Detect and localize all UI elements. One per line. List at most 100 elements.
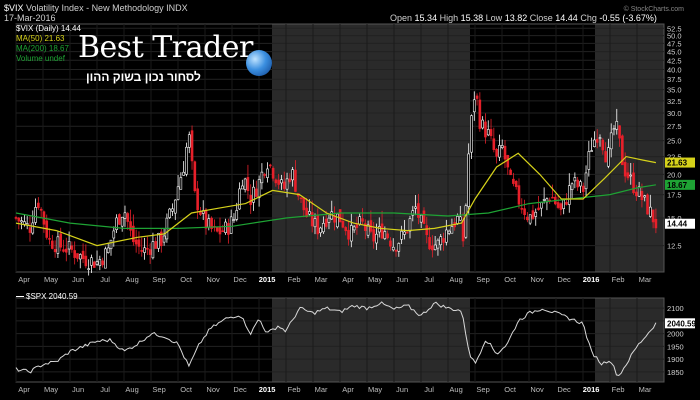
ma200-line <box>15 184 656 229</box>
candle-body <box>308 211 311 215</box>
spx-legend-text: $SPX 2040.59 <box>26 292 78 301</box>
candle-body <box>78 254 82 260</box>
vix-y-tick: 52.5 <box>667 24 682 33</box>
candle-body <box>249 195 253 205</box>
spx-x-tick: Nov <box>206 385 220 394</box>
candle-body <box>268 164 272 167</box>
candle-body <box>182 171 185 176</box>
candle-body <box>517 185 521 205</box>
candle-body <box>414 206 417 209</box>
candle-body <box>464 205 468 238</box>
candle-body <box>341 221 345 228</box>
candle-body <box>358 216 362 225</box>
legend-volume: Volume undef <box>16 54 65 63</box>
spx-last-tag: 2040.59 <box>667 319 696 328</box>
candle-body <box>207 218 211 228</box>
candle-body <box>489 129 493 137</box>
candle-body <box>255 188 258 197</box>
credit-text: © StockCharts.com <box>623 6 684 13</box>
spx-x-tick: Oct <box>504 385 517 394</box>
vix-y-tick: 40.0 <box>667 65 682 74</box>
candle-body <box>215 227 219 232</box>
open-value: 15.34 <box>414 13 438 23</box>
chart-title: $VIX Volatility Index - New Methodology … <box>4 3 188 13</box>
candle-body <box>193 161 197 192</box>
candle-body <box>98 259 102 266</box>
vix-y-tick: 45.0 <box>667 48 682 57</box>
candle-body <box>333 215 336 223</box>
candle-body <box>472 99 476 113</box>
candle-body <box>227 223 230 235</box>
vix-y-tick: 22.5 <box>667 153 682 162</box>
candle-body <box>495 149 498 157</box>
candle-body <box>481 119 484 129</box>
candle-body <box>187 134 191 148</box>
candle-body <box>397 243 401 252</box>
candle-body <box>271 167 275 179</box>
candle-body <box>115 217 118 230</box>
candle-body <box>403 231 406 235</box>
candle-body <box>56 236 60 254</box>
candle-body <box>132 225 135 243</box>
candle-body <box>573 177 577 182</box>
candle-body <box>319 227 322 234</box>
candle-body <box>417 203 420 218</box>
candle-body <box>238 188 241 210</box>
candle-body <box>607 147 610 167</box>
candle-body <box>34 207 37 223</box>
candle-body <box>327 217 331 223</box>
candle-body <box>14 217 18 219</box>
candle-body <box>252 186 255 203</box>
vix-x-tick: Dec <box>557 275 571 284</box>
legend-vix: $VIX (Daily) 14.44 <box>16 24 81 33</box>
candle-body <box>218 227 222 235</box>
candle-body <box>391 246 395 251</box>
candle-body <box>204 209 208 229</box>
candle-body <box>118 214 121 225</box>
candle-body <box>445 229 448 243</box>
spx-x-tick: Feb <box>288 385 301 394</box>
candle-body <box>229 216 233 234</box>
spx-x-tick: Jun <box>396 385 408 394</box>
candle-body <box>126 213 130 222</box>
candle-body <box>492 138 496 150</box>
candle-body <box>475 95 479 99</box>
vix-x-tick: Jun <box>72 275 84 284</box>
candle-body <box>523 208 526 216</box>
vix-y-tick: 35.0 <box>667 86 682 95</box>
candle-body <box>584 172 588 190</box>
candle-body <box>263 174 266 176</box>
candle-body <box>372 229 375 242</box>
candle-body <box>62 249 65 252</box>
candle-body <box>500 145 504 148</box>
candle-body <box>389 240 392 247</box>
vix-x-tick: Nov <box>206 275 220 284</box>
candle-body <box>512 178 515 184</box>
vix-y-tick: 47.5 <box>667 39 682 48</box>
candle-body <box>559 203 563 210</box>
globe-icon <box>246 50 272 76</box>
candle-body <box>179 177 183 190</box>
spx-x-tick: May <box>44 385 58 394</box>
candle-body <box>526 216 529 221</box>
spx-x-tick: Aug <box>125 385 138 394</box>
candle-body <box>285 178 289 190</box>
candle-body <box>59 233 63 248</box>
candle-body <box>540 202 543 209</box>
candle-body <box>470 115 473 153</box>
candle-body <box>363 223 367 231</box>
spx-y-tick: 1850 <box>667 368 684 377</box>
candle-body <box>282 181 286 189</box>
candle-body <box>140 250 144 252</box>
candle-body <box>171 208 174 212</box>
spx-y-tick: 1900 <box>667 355 684 364</box>
candle-body <box>64 248 68 253</box>
vix-x-tick: Dec <box>233 275 247 284</box>
candle-body <box>467 153 470 207</box>
vix-y-tick: 15.0 <box>667 214 682 223</box>
spx-x-tick: Jun <box>72 385 84 394</box>
candle-body <box>651 209 655 223</box>
candle-body <box>51 240 54 249</box>
